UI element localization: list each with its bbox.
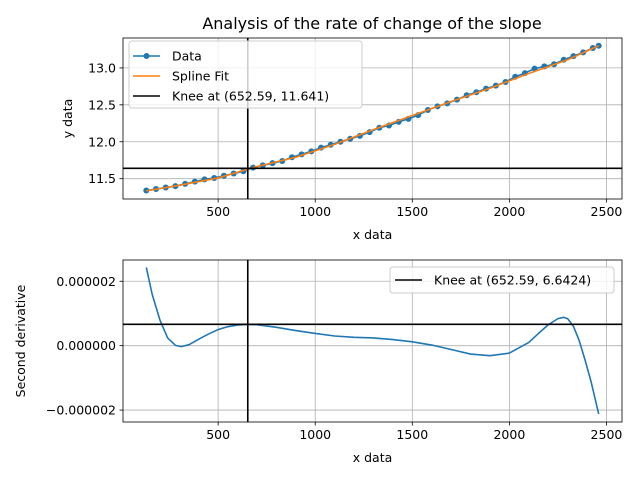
y-tick-label: −0.000002 [46, 403, 116, 418]
bottom-chart-ylabel: Second derivative [13, 284, 28, 397]
bottom-chart-frame [122, 259, 623, 423]
legend-box [389, 266, 615, 294]
x-tick-label: 2000 [493, 204, 525, 219]
bottom-chart-knee-lines [123, 260, 622, 422]
y-tick-label: 12.5 [88, 97, 116, 112]
legend-label-data: Data [172, 49, 202, 64]
legend-label-knee: Knee at (652.59, 11.641) [172, 89, 329, 104]
x-tick-label: 2500 [591, 204, 623, 219]
y-tick-label: 13.0 [88, 60, 116, 75]
bottom-chart-legend: Knee at (652.59, 6.6424) [389, 266, 615, 294]
top-chart: Analysis of the rate of change of the sl… [60, 14, 622, 242]
top-chart-title: Analysis of the rate of change of the sl… [202, 14, 541, 33]
y-tick-label: 0.000002 [56, 274, 116, 289]
legend-data-marker [143, 53, 150, 59]
top-chart-frame [122, 37, 623, 200]
y-tick-label: 12.0 [88, 134, 116, 149]
y-tick-label: 11.5 [88, 171, 116, 186]
bottom-chart-series [145, 267, 600, 415]
top-chart-ylabel: y data [60, 99, 75, 139]
x-tick-label: 1500 [396, 427, 428, 442]
bottom-chart-ticks: 500 1000 1500 2000 2500 −0.000002 0.000000 0.00… [46, 274, 623, 442]
bottom-chart: 500 1000 1500 2000 2500 −0.000002 0.000000 0.00… [13, 259, 623, 465]
top-chart-ticks: 500 1000 1500 2000 2500 11.5 12.0 12.5 13.0 [88, 60, 622, 219]
y-tick-label: 0.000000 [56, 338, 116, 353]
bottom-chart-xlabel: x data [353, 450, 393, 465]
legend-label-spline: Spline Fit [172, 69, 229, 84]
x-tick-label: 1500 [396, 204, 428, 219]
top-chart-legend: Data Spline Fit Knee at (652.59, 11.641) [128, 40, 363, 109]
top-chart-series [143, 42, 602, 194]
x-tick-label: 500 [206, 204, 230, 219]
series-line [145, 267, 600, 415]
legend-box [128, 40, 363, 109]
x-tick-label: 2000 [493, 427, 525, 442]
x-tick-label: 500 [206, 427, 230, 442]
legend-label-knee: Knee at (652.59, 6.6424) [434, 273, 591, 288]
series-line [146, 45, 600, 192]
x-tick-label: 1000 [299, 427, 331, 442]
x-tick-label: 1000 [299, 204, 331, 219]
x-tick-label: 2500 [591, 427, 623, 442]
top-chart-xlabel: x data [353, 227, 393, 242]
